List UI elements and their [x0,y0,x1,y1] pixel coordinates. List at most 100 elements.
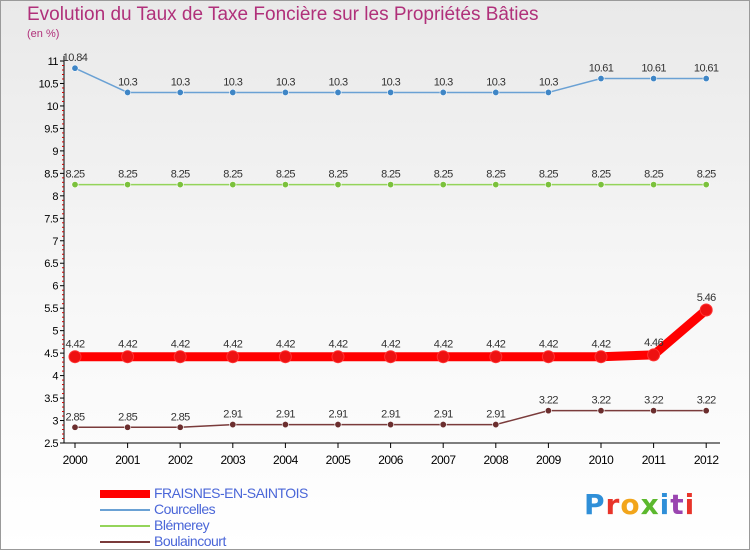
data-point-fraisnes-en-saintois [331,350,345,364]
data-point-courcelles [597,75,605,83]
x-tick-label: 2004 [273,453,299,467]
x-tick-label: 2002 [168,453,194,467]
y-tick-label: 5.5 [44,303,58,315]
data-label-bl-merey: 8.25 [697,169,716,181]
legend-swatch [100,490,150,498]
data-label-bl-merey: 8.25 [276,169,295,181]
data-point-fraisnes-en-saintois [699,303,713,317]
legend-swatch [100,525,150,527]
data-point-boulaincourt [702,407,710,415]
data-label-boulaincourt: 2.91 [434,409,453,421]
data-label-fraisnes-en-saintois: 4.42 [276,339,295,351]
data-point-courcelles [124,88,132,96]
data-label-boulaincourt: 2.91 [223,409,242,421]
data-label-bl-merey: 8.25 [539,169,558,181]
data-point-boulaincourt [71,423,79,431]
y-tick-label: 4 [52,371,58,383]
legend-label: Courcelles [154,501,216,517]
y-tick-label: 6 [52,281,58,293]
data-point-bl-merey [334,181,342,189]
data-point-boulaincourt [439,421,447,429]
data-label-courcelles: 10.61 [589,63,614,75]
data-point-courcelles [492,88,500,96]
data-point-courcelles [702,75,710,83]
data-label-bl-merey: 8.25 [65,169,84,181]
data-label-courcelles: 10.3 [381,76,400,88]
x-tick-label: 2003 [220,453,246,467]
data-point-fraisnes-en-saintois [226,350,240,364]
y-tick-label: 10 [47,101,59,113]
data-label-fraisnes-en-saintois: 4.42 [328,339,347,351]
data-label-courcelles: 10.3 [486,76,505,88]
data-point-fraisnes-en-saintois [489,350,503,364]
data-point-courcelles [229,88,237,96]
data-point-bl-merey [439,181,447,189]
data-point-courcelles [387,88,395,96]
data-point-fraisnes-en-saintois [594,350,608,364]
y-tick-label: 11 [48,56,59,68]
data-label-fraisnes-en-saintois: 5.46 [697,292,716,304]
data-label-bl-merey: 8.25 [381,169,400,181]
x-tick-label: 2006 [378,453,404,467]
data-point-fraisnes-en-saintois [541,350,555,364]
data-point-bl-merey [492,181,500,189]
data-label-courcelles: 10.3 [171,76,190,88]
data-label-bl-merey: 8.25 [644,169,663,181]
data-point-bl-merey [229,181,237,189]
data-point-fraisnes-en-saintois [384,350,398,364]
data-point-bl-merey [387,181,395,189]
data-point-bl-merey [124,181,132,189]
data-point-fraisnes-en-saintois [68,350,82,364]
legend-swatch [100,541,150,543]
data-label-courcelles: 10.3 [118,76,137,88]
data-label-fraisnes-en-saintois: 4.46 [644,337,663,349]
brand-letter: i [659,488,671,521]
data-label-bl-merey: 8.25 [328,169,347,181]
data-point-boulaincourt [334,421,342,429]
brand-letter: i [684,488,696,521]
data-point-boulaincourt [650,407,658,415]
data-label-bl-merey: 8.25 [223,169,242,181]
data-label-fraisnes-en-saintois: 4.42 [381,339,400,351]
y-tick-label: 4.5 [44,348,58,360]
data-label-fraisnes-en-saintois: 4.42 [434,339,453,351]
data-point-courcelles [544,88,552,96]
data-label-fraisnes-en-saintois: 4.42 [65,339,84,351]
x-tick-label: 2011 [642,453,667,467]
x-tick-label: 2005 [326,453,352,467]
data-label-boulaincourt: 2.91 [486,409,505,421]
y-tick-label: 9 [52,146,58,158]
data-point-bl-merey [281,181,289,189]
data-label-boulaincourt: 2.85 [171,411,190,423]
data-point-bl-merey [71,181,79,189]
data-point-fraisnes-en-saintois [121,350,135,364]
data-label-fraisnes-en-saintois: 4.42 [223,339,242,351]
data-label-bl-merey: 8.25 [171,169,190,181]
data-label-fraisnes-en-saintois: 4.42 [539,339,558,351]
data-label-fraisnes-en-saintois: 4.42 [486,339,505,351]
data-point-courcelles [176,88,184,96]
data-label-courcelles: 10.3 [276,76,295,88]
y-tick-label: 5 [52,326,58,338]
y-tick-label: 7 [52,236,58,248]
data-label-fraisnes-en-saintois: 4.42 [171,339,190,351]
data-label-fraisnes-en-saintois: 4.42 [118,339,137,351]
data-point-courcelles [650,75,658,83]
brand-letter: x [640,488,660,521]
data-label-boulaincourt: 3.22 [644,395,663,407]
data-label-courcelles: 10.3 [434,76,453,88]
y-tick-label: 10.5 [39,78,59,90]
x-tick-label: 2000 [63,453,89,467]
data-label-bl-merey: 8.25 [486,169,505,181]
y-tick-label: 6.5 [44,258,58,270]
data-label-courcelles: 10.3 [328,76,347,88]
data-label-boulaincourt: 2.91 [381,409,400,421]
data-label-boulaincourt: 2.91 [328,409,347,421]
data-label-courcelles: 10.3 [223,76,242,88]
data-point-bl-merey [544,181,552,189]
legend-label: Boulaincourt [154,533,226,549]
data-point-bl-merey [702,181,710,189]
y-tick-label: 8.5 [44,168,58,180]
data-label-boulaincourt: 2.91 [276,409,295,421]
data-label-courcelles: 10.61 [641,63,666,75]
